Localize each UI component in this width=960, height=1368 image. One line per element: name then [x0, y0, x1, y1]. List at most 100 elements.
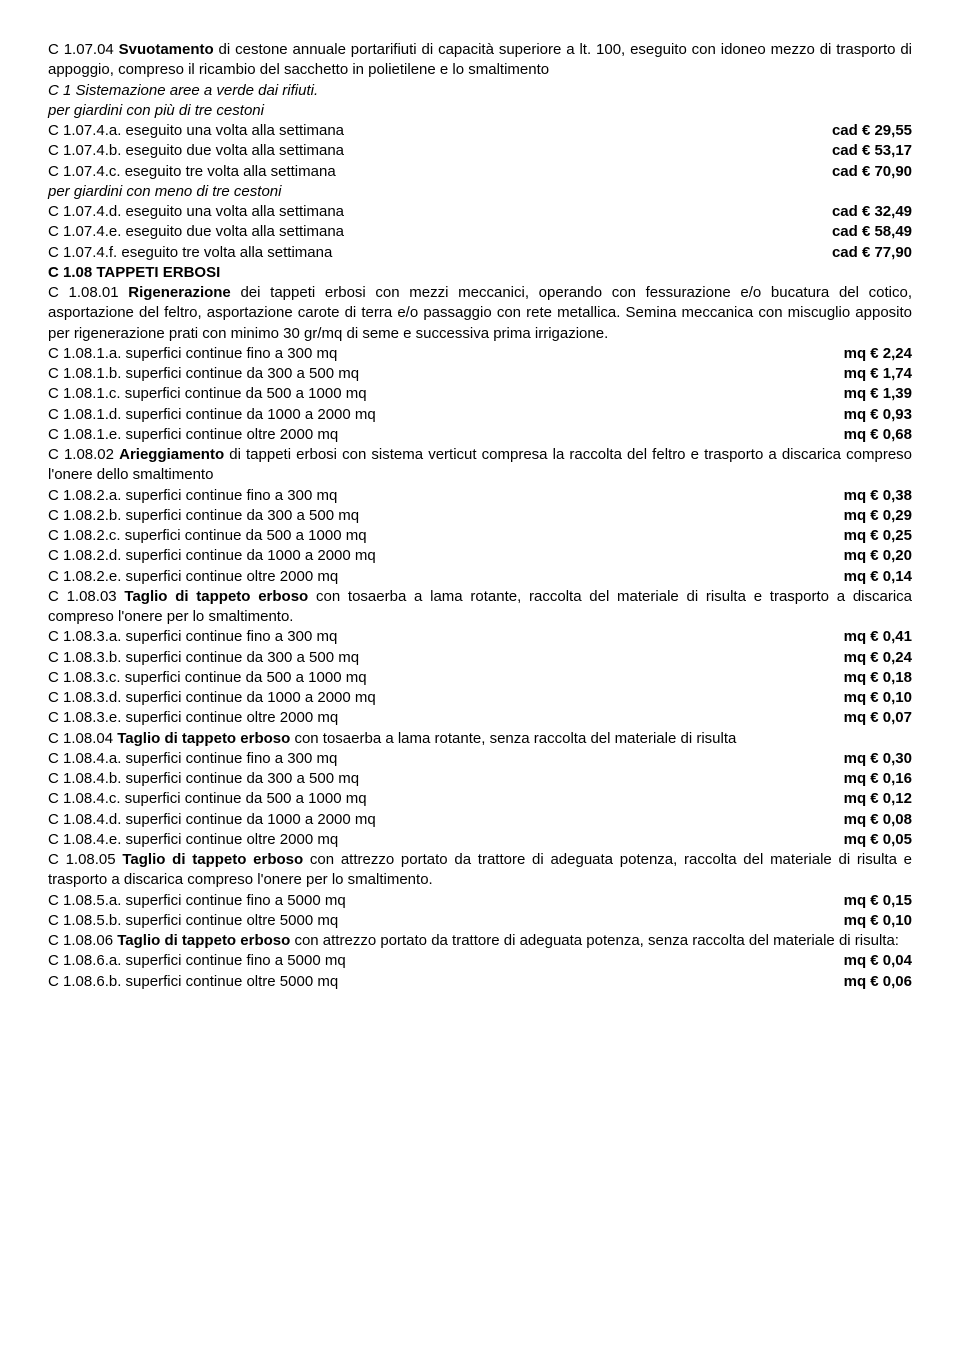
code: C 1.07.04 [48, 41, 114, 58]
label: C 1.08.4.a. superfici continue fino a 30… [48, 749, 844, 769]
price: mq € 0,29 [844, 506, 912, 526]
label: C 1.08.4.e. superfici continue oltre 200… [48, 830, 844, 850]
label: C 1.08.2.d. superfici continue da 1000 a… [48, 546, 844, 566]
code: C 1.08.05 [48, 851, 116, 868]
price-row: C 1.08.2.b. superfici continue da 300 a … [48, 506, 912, 526]
price-row: C 1.08.4.a. superfici continue fino a 30… [48, 749, 912, 769]
price: cad € 77,90 [832, 243, 912, 263]
price: mq € 0,68 [844, 425, 912, 445]
price-row: C 1.07.4.d. eseguito una volta alla sett… [48, 202, 912, 222]
price: mq € 0,30 [844, 749, 912, 769]
note: per giardini con più di tre cestoni [48, 101, 912, 121]
price: mq € 0,05 [844, 830, 912, 850]
label: C 1.08.4.d. superfici continue da 1000 a… [48, 810, 844, 830]
price: mq € 0,14 [844, 567, 912, 587]
price-row: C 1.08.3.c. superfici continue da 500 a … [48, 668, 912, 688]
price: mq € 0,12 [844, 789, 912, 809]
code: C 1.08.04 [48, 730, 113, 747]
price: mq € 0,08 [844, 810, 912, 830]
price: mq € 0,38 [844, 486, 912, 506]
entry-1-08-03: C 1.08.03 Taglio di tappeto erboso con t… [48, 587, 912, 628]
price-row: C 1.07.4.e. eseguito due volta alla sett… [48, 222, 912, 242]
price: mq € 1,39 [844, 384, 912, 404]
price: mq € 0,41 [844, 627, 912, 647]
title: Taglio di tappeto erboso [117, 932, 290, 949]
label: C 1.08.1.a. superfici continue fino a 30… [48, 344, 844, 364]
label: C 1.08.3.e. superfici continue oltre 200… [48, 708, 844, 728]
entry-1-08-02: C 1.08.02 Arieggiamento di tappeti erbos… [48, 445, 912, 486]
label: C 1.08.3.a. superfici continue fino a 30… [48, 627, 844, 647]
title: Rigenerazione [128, 284, 231, 301]
label: C 1.08.3.d. superfici continue da 1000 a… [48, 688, 844, 708]
price: cad € 32,49 [832, 202, 912, 222]
price: mq € 0,20 [844, 546, 912, 566]
rest: con tosaerba a lama rotante, senza racco… [290, 730, 736, 747]
price-row: C 1.08.6.b. superfici continue oltre 500… [48, 972, 912, 992]
label: C 1.08.2.a. superfici continue fino a 30… [48, 486, 844, 506]
price-row: C 1.08.2.c. superfici continue da 500 a … [48, 526, 912, 546]
price: mq € 0,10 [844, 911, 912, 931]
entry-1-07-04: C 1.07.04 Svuotamento di cestone annuale… [48, 40, 912, 81]
rest: con attrezzo portato da trattore di adeg… [290, 932, 899, 949]
price-row: C 1.08.4.c. superfici continue da 500 a … [48, 789, 912, 809]
note: per giardini con meno di tre cestoni [48, 182, 912, 202]
label: C 1.08.4.c. superfici continue da 500 a … [48, 789, 844, 809]
code: C 1.08.02 [48, 446, 114, 463]
label: C 1.08.2.e. superfici continue oltre 200… [48, 567, 844, 587]
price: mq € 0,10 [844, 688, 912, 708]
label: C 1.07.4.c. eseguito tre volta alla sett… [48, 162, 832, 182]
price-row: C 1.08.4.b. superfici continue da 300 a … [48, 769, 912, 789]
price-row: C 1.08.2.d. superfici continue da 1000 a… [48, 546, 912, 566]
price-row: C 1.08.3.e. superfici continue oltre 200… [48, 708, 912, 728]
price-row: C 1.07.4.c. eseguito tre volta alla sett… [48, 162, 912, 182]
label: C 1.07.4.f. eseguito tre volta alla sett… [48, 243, 832, 263]
code: C 1.08.01 [48, 284, 119, 301]
label: C 1.08.1.e. superfici continue oltre 200… [48, 425, 844, 445]
price: mq € 0,24 [844, 648, 912, 668]
label: C 1.07.4.b. eseguito due volta alla sett… [48, 141, 832, 161]
title: Taglio di tappeto erboso [117, 730, 290, 747]
label: C 1.08.4.b. superfici continue da 300 a … [48, 769, 844, 789]
label: C 1.07.4.d. eseguito una volta alla sett… [48, 202, 832, 222]
title: Arieggiamento [119, 446, 224, 463]
price-row: C 1.08.2.e. superfici continue oltre 200… [48, 567, 912, 587]
price-row: C 1.07.4.b. eseguito due volta alla sett… [48, 141, 912, 161]
price-row: C 1.08.3.b. superfici continue da 300 a … [48, 648, 912, 668]
label: C 1.08.6.a. superfici continue fino a 50… [48, 951, 844, 971]
price: cad € 53,17 [832, 141, 912, 161]
price-row: C 1.08.1.c. superfici continue da 500 a … [48, 384, 912, 404]
label: C 1.08.1.b. superfici continue da 300 a … [48, 364, 844, 384]
price-row: C 1.08.1.b. superfici continue da 300 a … [48, 364, 912, 384]
label: C 1.08.1.c. superfici continue da 500 a … [48, 384, 844, 404]
entry-1-08-05: C 1.08.05 Taglio di tappeto erboso con a… [48, 850, 912, 891]
price: mq € 2,24 [844, 344, 912, 364]
price-row: C 1.08.1.e. superfici continue oltre 200… [48, 425, 912, 445]
price: mq € 0,04 [844, 951, 912, 971]
price-row: C 1.08.2.a. superfici continue fino a 30… [48, 486, 912, 506]
entry-1-08-04: C 1.08.04 Taglio di tappeto erboso con t… [48, 729, 912, 749]
label: C 1.08.2.c. superfici continue da 500 a … [48, 526, 844, 546]
label: C 1.08.1.d. superfici continue da 1000 a… [48, 405, 844, 425]
price: mq € 1,74 [844, 364, 912, 384]
price: mq € 0,15 [844, 891, 912, 911]
title: Svuotamento [119, 41, 214, 58]
price: mq € 0,06 [844, 972, 912, 992]
price-row: C 1.08.1.a. superfici continue fino a 30… [48, 344, 912, 364]
price: mq € 0,93 [844, 405, 912, 425]
price: cad € 70,90 [832, 162, 912, 182]
price: mq € 0,16 [844, 769, 912, 789]
price-row: C 1.08.5.b. superfici continue oltre 500… [48, 911, 912, 931]
price-row: C 1.08.4.d. superfici continue da 1000 a… [48, 810, 912, 830]
label: C 1.07.4.a. eseguito una volta alla sett… [48, 121, 832, 141]
price-row: C 1.08.6.a. superfici continue fino a 50… [48, 951, 912, 971]
price-row: C 1.07.4.f. eseguito tre volta alla sett… [48, 243, 912, 263]
price: mq € 0,18 [844, 668, 912, 688]
price-row: C 1.08.1.d. superfici continue da 1000 a… [48, 405, 912, 425]
price-row: C 1.08.5.a. superfici continue fino a 50… [48, 891, 912, 911]
label: C 1.08.3.c. superfici continue da 500 a … [48, 668, 844, 688]
price-row: C 1.08.3.d. superfici continue da 1000 a… [48, 688, 912, 708]
section-heading: C 1 Sistemazione aree a verde dai rifiut… [48, 81, 912, 101]
price: cad € 58,49 [832, 222, 912, 242]
price: mq € 0,07 [844, 708, 912, 728]
price: cad € 29,55 [832, 121, 912, 141]
